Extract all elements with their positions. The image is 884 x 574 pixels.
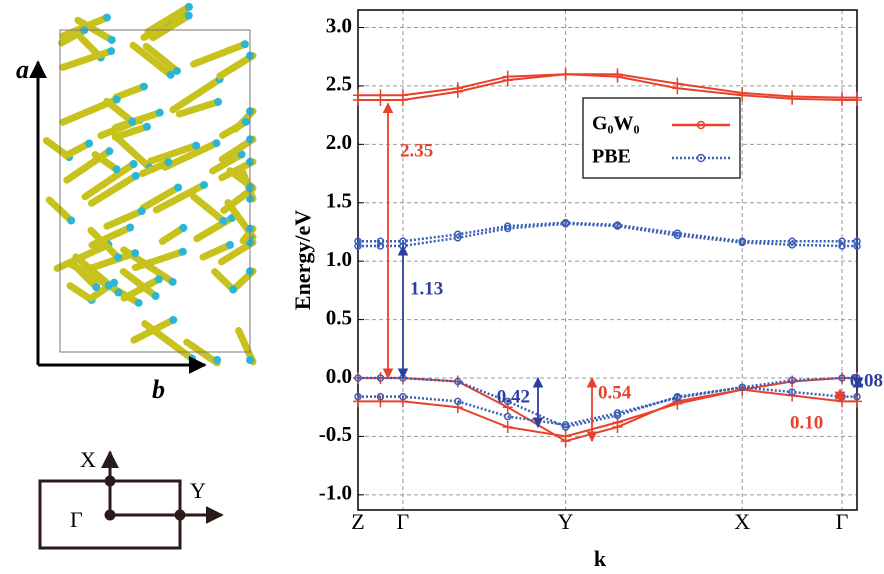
crystal-atom bbox=[92, 283, 100, 291]
crystal-atom bbox=[114, 253, 122, 261]
gap-label: 0.08 bbox=[850, 370, 883, 391]
crystal-atom bbox=[192, 142, 200, 150]
crystal-structure bbox=[38, 3, 255, 365]
bz-x-label: X bbox=[80, 447, 96, 472]
crystal-atom bbox=[155, 275, 163, 283]
x-tick-label: X bbox=[734, 509, 750, 534]
bz-x-point bbox=[106, 477, 114, 485]
crystal-atom bbox=[103, 14, 111, 22]
crystal-atom bbox=[85, 140, 93, 148]
crystal-atom bbox=[212, 139, 220, 147]
legend-label: G₀W₀ bbox=[592, 113, 640, 135]
crystal-atom bbox=[174, 183, 182, 191]
crystal-atom bbox=[188, 355, 196, 363]
crystal-atom bbox=[185, 3, 193, 11]
crystal-atom bbox=[138, 207, 146, 215]
crystal-atom bbox=[130, 160, 138, 168]
y-tick-label: 1.5 bbox=[326, 189, 352, 213]
crystal-atom bbox=[169, 278, 177, 286]
band-marker bbox=[737, 87, 747, 99]
crystal-atom bbox=[179, 224, 187, 232]
crystal-atom bbox=[114, 289, 122, 297]
crystal-atom bbox=[214, 98, 222, 106]
gap-label: 0.10 bbox=[790, 412, 823, 433]
band-plot: -1.0 -0.5 0.0 0.5 1.0 1.5 2.0 2.5 3.0 Z Γ Y X Γ 2.35 1.… bbox=[319, 10, 883, 534]
crystal-atom bbox=[152, 292, 160, 300]
x-tick-label: Γ bbox=[836, 509, 849, 534]
bz-quadrant bbox=[110, 481, 180, 515]
crystal-atom bbox=[132, 172, 140, 180]
x-tick-label: Z bbox=[351, 509, 364, 534]
figure: a b X Y Γ -1.0 -0.5 0.0 0.5 1.0 1.5 2.0 2.5 3.0 Z… bbox=[0, 0, 884, 574]
y-tick-label: 0.5 bbox=[326, 305, 352, 329]
x-tick-label: Γ bbox=[397, 509, 410, 534]
crystal-atom bbox=[128, 118, 136, 126]
band-marker bbox=[453, 401, 463, 413]
crystal-atom bbox=[213, 356, 221, 364]
crystal-atom bbox=[169, 316, 177, 324]
page: a b X Y Γ -1.0 -0.5 0.0 0.5 1.0 1.5 2.0 2.5 3.0 Z… bbox=[0, 0, 884, 574]
crystal-atom bbox=[105, 281, 113, 289]
y-tick-label: -1.0 bbox=[319, 481, 352, 505]
y-tick-label: 3.0 bbox=[326, 13, 352, 37]
band-marker bbox=[837, 92, 847, 104]
y-tick-label: -0.5 bbox=[319, 422, 352, 446]
crystal-atom bbox=[105, 147, 113, 155]
band-marker bbox=[561, 68, 571, 80]
x-axis-label: k bbox=[594, 546, 607, 571]
bz-y-point bbox=[176, 511, 184, 519]
band-line bbox=[358, 224, 857, 246]
crystal-atom bbox=[226, 241, 234, 249]
crystal-atom bbox=[113, 95, 121, 103]
band-marker bbox=[612, 68, 622, 80]
legend-label: PBE bbox=[592, 146, 631, 168]
crystal-atom bbox=[131, 249, 139, 257]
gap-label: 2.35 bbox=[400, 140, 433, 161]
y-axis-label: Energy/eV bbox=[290, 210, 315, 310]
crystal-atom bbox=[143, 123, 151, 131]
crystal-atom bbox=[242, 118, 250, 126]
y-tick-label: 2.5 bbox=[326, 72, 352, 96]
band-marker bbox=[787, 90, 797, 102]
crystal-atom bbox=[229, 286, 237, 294]
crystal-atom bbox=[67, 217, 75, 225]
crystal-atom bbox=[200, 181, 208, 189]
crystal-atom bbox=[113, 165, 121, 173]
bz-gamma-point bbox=[106, 511, 114, 519]
crystal-atom bbox=[156, 109, 164, 117]
axis-a-label: a bbox=[16, 55, 29, 84]
crystal-atom bbox=[140, 83, 148, 91]
bz-y-label: Y bbox=[190, 478, 206, 503]
y-tick-label: 2.0 bbox=[326, 130, 352, 154]
crystal-atom bbox=[179, 248, 187, 256]
crystal-atom bbox=[165, 158, 173, 166]
band-marker bbox=[852, 92, 862, 104]
crystal-atom bbox=[126, 224, 134, 232]
crystal-atom bbox=[107, 47, 115, 55]
gap-label: 0.42 bbox=[497, 386, 530, 407]
gap-label: 0.54 bbox=[598, 382, 632, 403]
axis-b-label: b bbox=[152, 375, 165, 404]
band-line bbox=[358, 223, 857, 242]
x-tick-label: Y bbox=[558, 509, 574, 534]
crystal-atom bbox=[167, 71, 175, 79]
band-line bbox=[358, 74, 857, 97]
crystal-atom bbox=[135, 299, 143, 307]
crystal-atom bbox=[108, 36, 116, 44]
gap-label: 1.13 bbox=[410, 278, 443, 299]
crystal-atom bbox=[241, 40, 249, 48]
band-marker bbox=[503, 421, 513, 433]
y-tick-label: 0.0 bbox=[326, 364, 352, 388]
crystal-atom bbox=[219, 217, 227, 225]
bz-gamma-label: Γ bbox=[70, 507, 83, 532]
plot-frame bbox=[358, 10, 857, 510]
y-tick-label: 1.0 bbox=[326, 247, 352, 271]
crystal-atom bbox=[246, 356, 254, 364]
crystal-atom bbox=[185, 12, 193, 20]
